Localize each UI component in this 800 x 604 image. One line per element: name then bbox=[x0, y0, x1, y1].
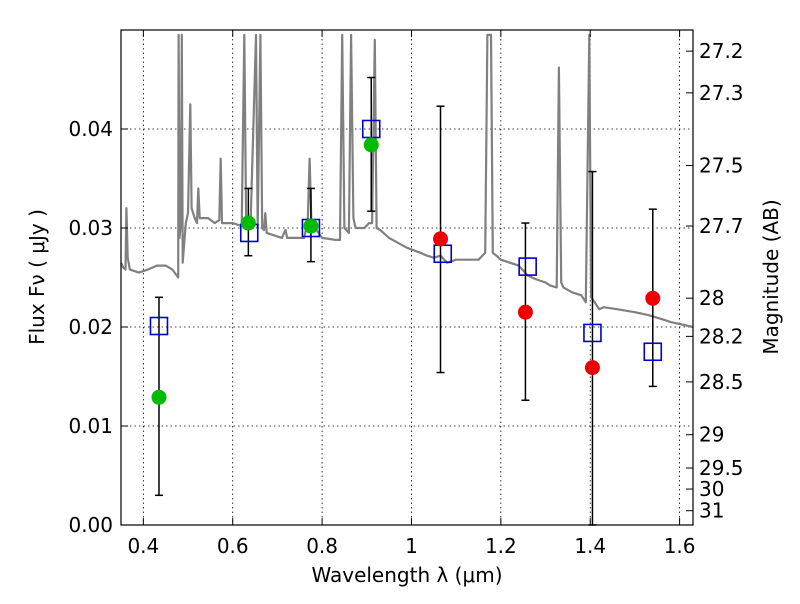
right-tick-label: 29.5 bbox=[699, 456, 744, 480]
model-square-marker bbox=[433, 244, 453, 264]
x-tick-label: 0.6 bbox=[217, 534, 249, 558]
model-square-marker bbox=[643, 342, 663, 362]
right-tick-label: 28.5 bbox=[699, 370, 744, 394]
red-data-point bbox=[584, 360, 600, 376]
x-tick-label: 1.4 bbox=[574, 534, 606, 558]
y-tick-label: 0.00 bbox=[68, 513, 113, 537]
right-tick-label: 28 bbox=[699, 286, 724, 310]
template-spectrum-line bbox=[119, 33, 694, 329]
y-tick-label: 0.03 bbox=[68, 216, 113, 240]
right-tick-label: 27.2 bbox=[699, 39, 744, 63]
model-square-marker bbox=[518, 257, 537, 276]
x-axis-label: Wavelength λ (μm) bbox=[311, 563, 502, 587]
plot-frame bbox=[120, 29, 694, 526]
model-square-marker bbox=[583, 323, 602, 343]
data-layer bbox=[119, 33, 694, 526]
red-data-point bbox=[645, 290, 661, 306]
grid-layer bbox=[121, 30, 693, 525]
green-data-point bbox=[240, 215, 256, 231]
x-tick-label: 1.2 bbox=[485, 534, 517, 558]
green-data-point bbox=[151, 389, 167, 405]
y-tick-label: 0.02 bbox=[68, 315, 113, 339]
right-tick-label: 27.5 bbox=[699, 154, 744, 178]
right-tick-label: 31 bbox=[699, 499, 724, 523]
right-tick-label: 27.3 bbox=[699, 81, 744, 105]
right-tick-label: 28.2 bbox=[699, 324, 744, 348]
y-axis-label: Flux Fν ( μJy ) bbox=[25, 209, 49, 345]
y-tick-label: 0.04 bbox=[68, 117, 113, 141]
x-tick-label: 0.4 bbox=[127, 534, 159, 558]
right-axis-label: Magnitude (AB) bbox=[759, 199, 783, 354]
x-tick-label: 1.6 bbox=[664, 534, 696, 558]
right-tick-label: 29 bbox=[699, 423, 724, 447]
green-data-point bbox=[303, 218, 319, 234]
x-tick-label: 1 bbox=[405, 534, 418, 558]
right-tick-label: 27.7 bbox=[699, 214, 744, 238]
green-data-point bbox=[363, 137, 379, 153]
red-data-point bbox=[517, 304, 533, 320]
y-tick-label: 0.01 bbox=[68, 414, 113, 438]
tick-layer: 0.4 0.6 0.8 1 1.2 1.4 1.6 0.00 0.01 0.02 0.03 0.04 2… bbox=[68, 30, 744, 558]
x-tick-label: 0.8 bbox=[306, 534, 338, 558]
red-data-point bbox=[433, 231, 449, 247]
right-tick-label: 30 bbox=[699, 477, 724, 501]
model-square-marker bbox=[149, 316, 169, 336]
